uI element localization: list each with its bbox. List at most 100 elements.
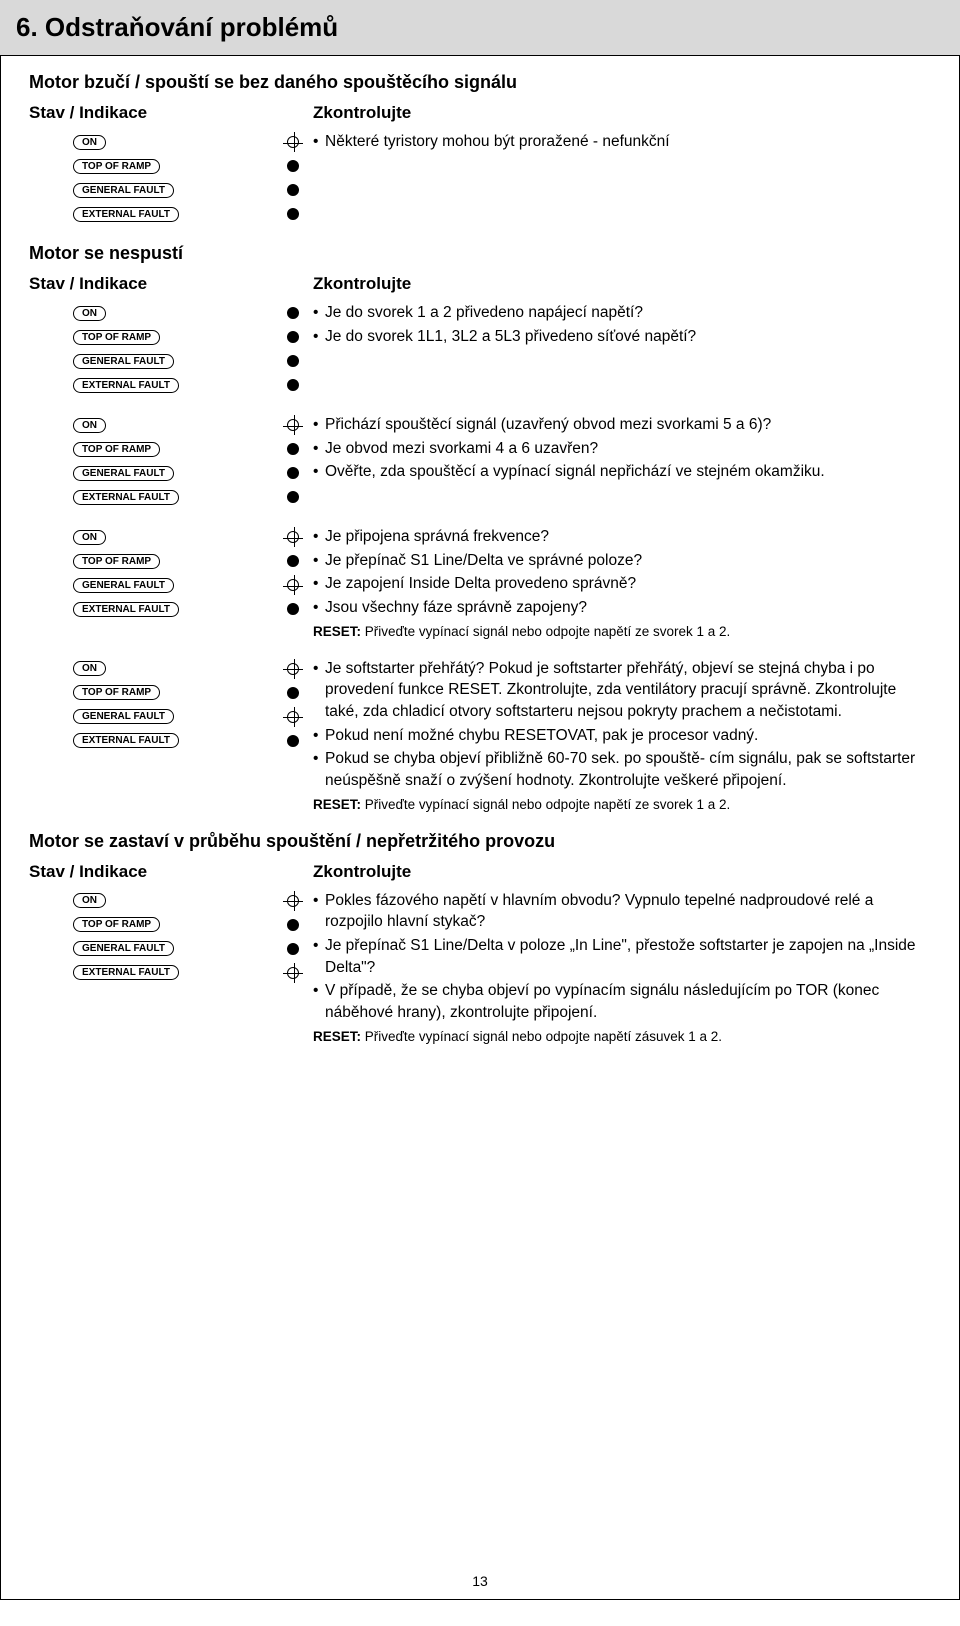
indicator-label: TOP OF RAMP xyxy=(73,159,160,174)
bullet-item: Přichází spouštěcí signál (uzavřený obvo… xyxy=(313,414,931,436)
indicator-row: GENERAL FAULT xyxy=(73,462,313,484)
led-open-icon xyxy=(287,531,299,543)
indicator-row: EXTERNAL FAULT xyxy=(73,374,313,396)
bullet-list: Některé tyristory mohou být proražené - … xyxy=(313,131,931,155)
bullet-list: Je do svorek 1 a 2 přivedeno napájecí na… xyxy=(313,302,931,349)
indicator-icon xyxy=(281,965,305,981)
bullet-item: Pokles fázového napětí v hlavním obvodu?… xyxy=(313,890,931,933)
indicator-icon xyxy=(281,941,305,957)
led-filled-icon xyxy=(287,687,299,699)
indicator-row: TOP OF RAMP xyxy=(73,326,313,348)
section3-headers: Stav / Indikace Zkontrolujte xyxy=(29,862,931,882)
led-filled-icon xyxy=(287,919,299,931)
indicator-row: ON xyxy=(73,414,313,436)
section1-rows: ON TOP OF RAMP GENERAL FAULT EXTERNAL FAULT… xyxy=(29,131,931,227)
indicator-icon xyxy=(281,685,305,701)
indicator-icon xyxy=(281,917,305,933)
indicator-label: GENERAL FAULT xyxy=(73,709,174,724)
indicator-icon xyxy=(281,182,305,198)
indicator-row: ON xyxy=(73,890,313,912)
indicator-label: ON xyxy=(73,135,106,150)
indicator-label: GENERAL FAULT xyxy=(73,578,174,593)
indicator-row: GENERAL FAULT xyxy=(73,574,313,596)
led-open-icon xyxy=(287,136,299,148)
indicator-label: GENERAL FAULT xyxy=(73,466,174,481)
zkontrolujte-header: Zkontrolujte xyxy=(313,274,411,294)
indicator-icon xyxy=(281,893,305,909)
led-open-icon xyxy=(287,663,299,675)
led-open-icon xyxy=(287,967,299,979)
indicator-label: EXTERNAL FAULT xyxy=(73,602,179,617)
indicator-icon xyxy=(281,601,305,617)
bullet-item: Je přepínač S1 Line/Delta ve správné pol… xyxy=(313,550,931,572)
led-filled-icon xyxy=(287,555,299,567)
led-filled-icon xyxy=(287,379,299,391)
stav-header: Stav / Indikace xyxy=(29,103,313,123)
indicator-row: TOP OF RAMP xyxy=(73,914,313,936)
indicator-label: TOP OF RAMP xyxy=(73,442,160,457)
indicator-block: ON TOP OF RAMP GENERAL FAULT EXTERNAL FAULT xyxy=(29,414,313,510)
indicator-row: GENERAL FAULT xyxy=(73,350,313,372)
indicator-block: ON TOP OF RAMP GENERAL FAULT EXTERNAL FAULT xyxy=(29,131,313,227)
content-row: ONTOP OF RAMP GENERAL FAULT EXTERNAL FAULT… xyxy=(29,526,931,642)
indicator-label: TOP OF RAMP xyxy=(73,685,160,700)
indicator-block: ONTOP OF RAMP GENERAL FAULT EXTERNAL FAULT xyxy=(29,526,313,622)
section2-title: Motor se nespustí xyxy=(29,243,931,264)
bullet-item: Ověřte, zda spouštěcí a vypínací signál … xyxy=(313,461,931,483)
content-row: ON TOP OF RAMP GENERAL FAULT EXTERNAL FAULT… xyxy=(29,658,931,815)
indicator-label: ON xyxy=(73,306,106,321)
section1-title: Motor bzučí / spouští se bez daného spou… xyxy=(29,72,931,93)
indicator-row: EXTERNAL FAULT xyxy=(73,203,313,225)
indicator-icon xyxy=(281,329,305,345)
zkontrolujte-header: Zkontrolujte xyxy=(313,862,411,882)
indicator-label: GENERAL FAULT xyxy=(73,941,174,956)
bullet-item: Je zapojení Inside Delta provedeno správ… xyxy=(313,573,931,595)
indicator-label: TOP OF RAMP xyxy=(73,917,160,932)
indicator-block: ON TOP OF RAMP GENERAL FAULT EXTERNAL FAULT xyxy=(29,658,313,754)
indicator-row: GENERAL FAULT xyxy=(73,706,313,728)
led-filled-icon xyxy=(287,943,299,955)
indicator-icon xyxy=(281,305,305,321)
indicator-row: GENERAL FAULT xyxy=(73,179,313,201)
content-row: ONTOP OF RAMPGENERAL FAULTEXTERNAL FAULT… xyxy=(29,890,931,1047)
bullet-item: Je softstarter přehřátý? Pokud je softst… xyxy=(313,658,931,723)
indicator-label: EXTERNAL FAULT xyxy=(73,490,179,505)
indicator-icon xyxy=(281,134,305,150)
bullet-item: Pokud se chyba objeví přibližně 60-70 se… xyxy=(313,748,931,791)
indicator-label: EXTERNAL FAULT xyxy=(73,207,179,222)
indicator-label: ON xyxy=(73,418,106,433)
bullet-item: Jsou všechny fáze správně zapojeny? xyxy=(313,597,931,619)
led-filled-icon xyxy=(287,307,299,319)
indicator-row: ON xyxy=(73,526,313,548)
indicator-icon xyxy=(281,661,305,677)
indicator-icon xyxy=(281,158,305,174)
indicator-block: ONTOP OF RAMPGENERAL FAULTEXTERNAL FAULT xyxy=(29,890,313,986)
reset-line: RESET: Přiveďte vypínací signál nebo odp… xyxy=(313,623,931,642)
indicator-icon xyxy=(281,577,305,593)
indicator-icon xyxy=(281,206,305,222)
indicator-icon xyxy=(281,553,305,569)
bullet-list: Je softstarter přehřátý? Pokud je softst… xyxy=(313,658,931,815)
indicator-row: EXTERNAL FAULT xyxy=(73,730,313,752)
led-filled-icon xyxy=(287,160,299,172)
led-filled-icon xyxy=(287,184,299,196)
indicator-icon xyxy=(281,377,305,393)
indicator-row: ON xyxy=(73,302,313,324)
page-title: 6. Odstraňování problémů xyxy=(0,0,960,56)
indicator-icon xyxy=(281,353,305,369)
bullet-item: Je do svorek 1 a 2 přivedeno napájecí na… xyxy=(313,302,931,324)
bullet-item: Pokud není možné chybu RESETOVAT, pak je… xyxy=(313,725,931,747)
indicator-label: TOP OF RAMP xyxy=(73,330,160,345)
indicator-icon xyxy=(281,709,305,725)
stav-header: Stav / Indikace xyxy=(29,274,313,294)
page-number: 13 xyxy=(1,1573,959,1589)
section2-headers: Stav / Indikace Zkontrolujte xyxy=(29,274,931,294)
led-open-icon xyxy=(287,579,299,591)
indicator-row: ON xyxy=(73,658,313,680)
bullet-item: Je do svorek 1L1, 3L2 a 5L3 přivedeno sí… xyxy=(313,326,931,348)
indicator-row: TOP OF RAMP xyxy=(73,550,313,572)
content-row: ON TOP OF RAMP GENERAL FAULT EXTERNAL FAULT… xyxy=(29,414,931,510)
content-row: ON TOP OF RAMP GENERAL FAULTEXTERNAL FAULT… xyxy=(29,302,931,398)
indicator-row: TOP OF RAMP xyxy=(73,155,313,177)
indicator-row: EXTERNAL FAULT xyxy=(73,486,313,508)
